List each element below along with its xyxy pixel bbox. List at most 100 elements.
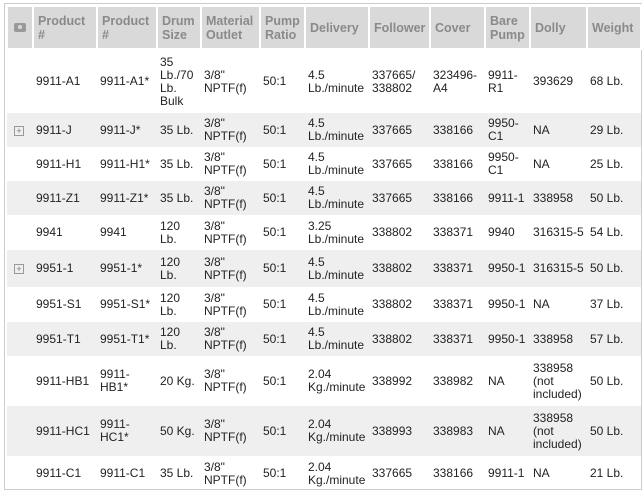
column-header[interactable]: Delivery <box>304 4 370 50</box>
table-cell: 35 Lb. <box>160 156 194 171</box>
table-cell: 337665 <box>372 466 413 480</box>
table-cell: 20 Kg. <box>160 373 195 388</box>
column-header[interactable]: Drum Size <box>156 4 202 50</box>
table-cell: 338802 <box>372 297 413 311</box>
table-cell: 337665 <box>372 156 413 171</box>
column-header[interactable]: Pump Ratio <box>259 4 306 50</box>
table-cell: 50 Lb. <box>587 406 641 456</box>
table-cell: 9911-Z1* <box>97 181 157 215</box>
table-cell: 25 Lb. <box>590 156 624 171</box>
table-cell: 4.5 Lb./minute <box>308 150 365 177</box>
table-cell: 2.04 Kg./minute <box>305 406 369 456</box>
table-cell: 4.5 Lb./minute <box>305 322 369 356</box>
expand-plus-icon[interactable]: + <box>14 264 24 274</box>
table-cell: 323496-A4 <box>433 67 478 95</box>
table-cell: NA <box>533 156 550 171</box>
column-header[interactable]: Weight <box>586 4 642 50</box>
table-cell: 4.5 Lb./minute <box>305 113 369 147</box>
table-cell: 9940 <box>488 225 515 239</box>
table-cell: 338958 (not included) <box>530 406 587 456</box>
table-cell: 50:1 <box>260 406 305 456</box>
table-cell: 50 Lb. <box>587 250 641 287</box>
table-cell: 9911-HC1 <box>33 406 97 456</box>
table-cell: 50:1 <box>260 250 305 287</box>
table-cell: 9911-J <box>33 113 97 147</box>
column-header[interactable]: Dolly <box>529 4 588 50</box>
expand-cell[interactable]: + <box>7 250 33 287</box>
column-header[interactable]: Material Outlet <box>200 4 261 50</box>
table-cell: 9911-H1 <box>36 156 82 171</box>
expand-cell <box>7 215 33 250</box>
table-cell: 9911-1 <box>488 466 525 480</box>
table-row: 9911-C1 9911-C1 35 Lb. 3/8" NPTF(f) 50:1 2.04… <box>7 456 641 491</box>
table-cell: 120 Lb. <box>160 218 181 246</box>
table-cell: 4.5 Lb./minute <box>308 67 365 95</box>
table-cell: 337665/ 338802 <box>372 67 416 95</box>
table-cell: 9951-T1* <box>97 322 157 356</box>
table-row: 9951-T1 9951-T1* 120 Lb. 3/8" NPTF(f) 50:1 4.… <box>7 322 641 356</box>
expand-cell[interactable]: + <box>7 113 33 147</box>
table-cell: 9950-1 <box>485 322 530 356</box>
table-cell: 37 Lb. <box>590 297 624 311</box>
table-row: 9911-H1 9911-H1* 35 Lb. 3/8" NPTF(f) 50:1 4.5… <box>7 147 641 181</box>
column-header[interactable]: Bare Pump <box>484 4 531 50</box>
table-cell: 120 Lb. <box>157 322 201 356</box>
table-cell: 9941 <box>100 225 127 239</box>
table-cell: 9911-C1 <box>36 466 82 480</box>
table-cell: 338166 <box>430 181 485 215</box>
table-cell: 9911-J* <box>97 113 157 147</box>
table-cell: 3.25 Lb./minute <box>308 218 365 246</box>
table-cell: 9951-T1 <box>33 322 97 356</box>
table-cell: 316315-5 <box>530 250 587 287</box>
expand-cell <box>7 406 33 456</box>
table-cell: 35 Lb. <box>157 181 201 215</box>
table-cell: 9911-HB1 <box>36 373 90 388</box>
table-row: +9911-J 9911-J* 35 Lb. 3/8" NPTF(f) 50:1 4.5 … <box>7 113 641 147</box>
table-row: 9911-HB1 9911-HB1* 20 Kg. 3/8" NPTF(f) 50:1 2… <box>7 356 641 406</box>
table-cell: 337665 <box>369 181 430 215</box>
table-cell: 9911-A1 <box>36 74 81 88</box>
table-cell: 338371 <box>433 297 474 311</box>
table-cell: 338802 <box>369 322 430 356</box>
table-cell: 3/8" NPTF(f) <box>201 322 260 356</box>
product-table-container: Product # Product # Drum Size Material Outl… <box>4 3 642 490</box>
table-cell: 50:1 <box>260 322 305 356</box>
table-cell: 50:1 <box>263 297 287 311</box>
column-header[interactable]: Follower <box>368 4 431 50</box>
column-header[interactable]: Product # <box>96 4 158 50</box>
table-cell: 50:1 <box>260 113 305 147</box>
table-cell: 2.04 Kg./minute <box>308 459 366 487</box>
table-cell: 9951-S1* <box>100 297 151 311</box>
table-row: 9911-Z1 9911-Z1* 35 Lb. 3/8" NPTF(f) 50:1 4.5… <box>7 181 641 215</box>
table-cell: 338958 <box>530 181 587 215</box>
table-row: +9951-1 9951-1* 120 Lb. 3/8" NPTF(f) 50:1 4.5… <box>7 250 641 287</box>
table-cell: 9950-C1 <box>485 113 530 147</box>
table-cell: 2.04 Kg./minute <box>308 367 366 394</box>
table-cell: 338992 <box>372 373 413 388</box>
table-cell: 50:1 <box>260 181 305 215</box>
table-cell: 9951-1* <box>97 250 157 287</box>
expand-cell <box>7 287 33 322</box>
expand-plus-icon[interactable]: + <box>14 125 24 136</box>
table-cell: 9950-1 <box>488 297 526 311</box>
table-cell: 3/8" NPTF(f) <box>204 218 247 246</box>
table-cell: 3/8" NPTF(f) <box>201 406 260 456</box>
table-cell: 3/8" NPTF(f) <box>201 250 260 287</box>
product-table: Product # Product # Drum Size Material Outl… <box>6 4 642 491</box>
table-cell: 9941 <box>36 225 63 239</box>
column-header[interactable]: Cover <box>429 4 486 50</box>
table-cell: 9911-HC1* <box>97 406 157 456</box>
table-cell: 29 Lb. <box>587 113 641 147</box>
table-cell: 3/8" NPTF(f) <box>204 290 247 318</box>
table-cell: 9911-1 <box>485 181 530 215</box>
table-cell: 50:1 <box>263 466 287 480</box>
table-cell: 120 Lb. <box>160 290 181 318</box>
table-cell: 4.5 Lb./minute <box>305 250 369 287</box>
table-cell: NA <box>533 466 550 480</box>
table-row: 9941 9941 120 Lb. 3/8" NPTF(f) 50:1 3.25 Lb./… <box>7 215 641 250</box>
column-header[interactable]: Product # <box>32 4 98 50</box>
table-cell: NA <box>530 113 587 147</box>
table-cell: 57 Lb. <box>587 322 641 356</box>
header-image-column[interactable] <box>6 4 34 50</box>
table-cell: 3/8" NPTF(f) <box>204 67 247 95</box>
